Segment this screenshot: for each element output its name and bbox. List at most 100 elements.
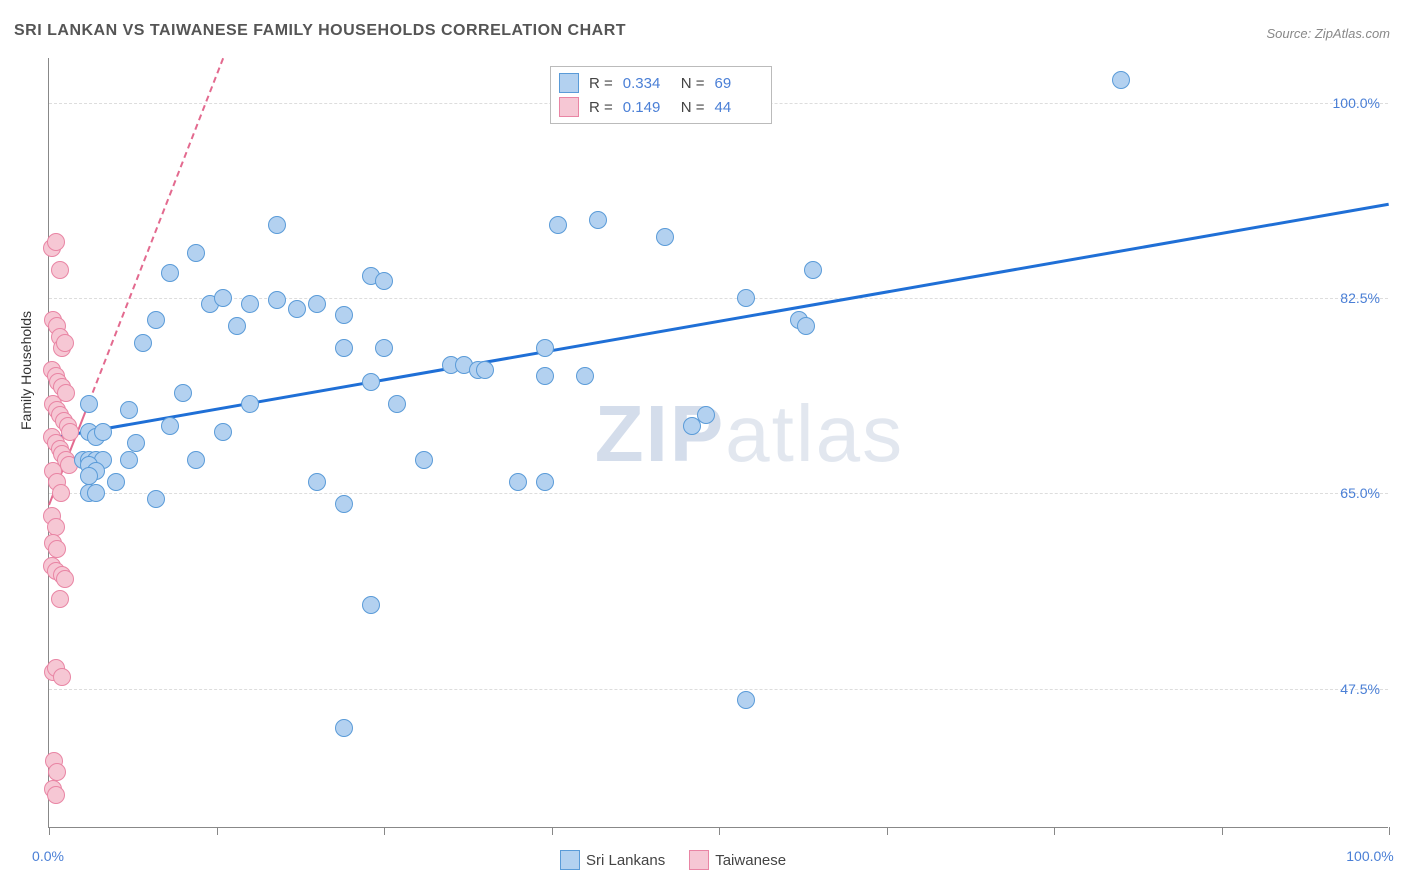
scatter-point (47, 518, 65, 536)
scatter-point (797, 317, 815, 335)
scatter-point (47, 233, 65, 251)
scatter-point (53, 668, 71, 686)
r-label: R = (589, 99, 613, 116)
scatter-point (48, 540, 66, 558)
scatter-point (161, 417, 179, 435)
scatter-point (375, 339, 393, 357)
y-tick-label: 65.0% (1340, 485, 1380, 501)
scatter-point (51, 261, 69, 279)
watermark-bold: ZIP (595, 388, 725, 477)
n-label: N = (681, 75, 705, 92)
legend-row-taiwanese: R = 0.149 N = 44 (559, 95, 763, 119)
chart-container: SRI LANKAN VS TAIWANESE FAMILY HOUSEHOLD… (0, 0, 1406, 892)
x-tick (552, 827, 553, 835)
scatter-point (147, 311, 165, 329)
scatter-point (683, 417, 701, 435)
trend-line-dash (88, 59, 224, 403)
scatter-point (51, 590, 69, 608)
x-tick (887, 827, 888, 835)
scatter-point (335, 719, 353, 737)
scatter-point (589, 211, 607, 229)
legend-label-taiwanese: Taiwanese (715, 852, 786, 869)
r-value-sri-lankans: 0.334 (623, 75, 671, 92)
y-tick-label: 47.5% (1340, 681, 1380, 697)
y-tick-label: 100.0% (1333, 95, 1380, 111)
scatter-point (388, 395, 406, 413)
scatter-point (549, 216, 567, 234)
scatter-point (94, 423, 112, 441)
scatter-point (268, 291, 286, 309)
scatter-point (335, 306, 353, 324)
legend-item-taiwanese: Taiwanese (689, 850, 786, 870)
x-tick (49, 827, 50, 835)
x-axis-max-label: 100.0% (1346, 848, 1393, 864)
plot-area: ZIPatlas 47.5% 65.0% 82.5% 100.0% (48, 58, 1388, 828)
scatter-point (47, 786, 65, 804)
scatter-point (214, 289, 232, 307)
scatter-point (576, 367, 594, 385)
x-tick (719, 827, 720, 835)
scatter-point (214, 423, 232, 441)
scatter-point (536, 473, 554, 491)
n-label: N = (681, 99, 705, 116)
scatter-point (120, 401, 138, 419)
scatter-point (241, 295, 259, 313)
scatter-point (228, 317, 246, 335)
scatter-point (80, 395, 98, 413)
scatter-point (147, 490, 165, 508)
scatter-point (127, 434, 145, 452)
scatter-point (56, 334, 74, 352)
gridline (49, 689, 1388, 690)
r-value-taiwanese: 0.149 (623, 99, 671, 116)
swatch-taiwanese (559, 97, 579, 117)
scatter-point (1112, 71, 1130, 89)
scatter-point (335, 495, 353, 513)
r-label: R = (589, 75, 613, 92)
legend-label-sri-lankans: Sri Lankans (586, 852, 665, 869)
legend-row-sri-lankans: R = 0.334 N = 69 (559, 71, 763, 95)
scatter-point (415, 451, 433, 469)
scatter-point (56, 570, 74, 588)
scatter-point (804, 261, 822, 279)
scatter-point (362, 596, 380, 614)
gridline (49, 493, 1388, 494)
x-tick (1054, 827, 1055, 835)
legend-series: Sri Lankans Taiwanese (560, 850, 786, 870)
scatter-point (241, 395, 259, 413)
scatter-point (52, 484, 70, 502)
watermark-light: atlas (725, 388, 904, 477)
chart-title: SRI LANKAN VS TAIWANESE FAMILY HOUSEHOLD… (14, 22, 626, 40)
scatter-point (174, 384, 192, 402)
swatch-taiwanese (689, 850, 709, 870)
scatter-point (48, 763, 66, 781)
scatter-point (362, 373, 380, 391)
y-tick-label: 82.5% (1340, 290, 1380, 306)
scatter-point (61, 423, 79, 441)
x-tick (384, 827, 385, 835)
scatter-point (120, 451, 138, 469)
scatter-point (536, 367, 554, 385)
scatter-point (187, 451, 205, 469)
watermark: ZIPatlas (595, 387, 904, 479)
legend-item-sri-lankans: Sri Lankans (560, 850, 665, 870)
scatter-point (268, 216, 286, 234)
scatter-point (187, 244, 205, 262)
scatter-point (656, 228, 674, 246)
scatter-point (375, 272, 393, 290)
scatter-point (134, 334, 152, 352)
legend-correlation: R = 0.334 N = 69 R = 0.149 N = 44 (550, 66, 772, 124)
scatter-point (737, 289, 755, 307)
scatter-point (335, 339, 353, 357)
scatter-point (308, 295, 326, 313)
scatter-point (536, 339, 554, 357)
swatch-sri-lankans (559, 73, 579, 93)
scatter-point (161, 264, 179, 282)
scatter-point (509, 473, 527, 491)
x-tick (1222, 827, 1223, 835)
scatter-point (737, 691, 755, 709)
scatter-point (288, 300, 306, 318)
y-axis-label: Family Households (18, 311, 34, 430)
x-tick (1389, 827, 1390, 835)
scatter-point (476, 361, 494, 379)
n-value-taiwanese: 44 (715, 99, 763, 116)
